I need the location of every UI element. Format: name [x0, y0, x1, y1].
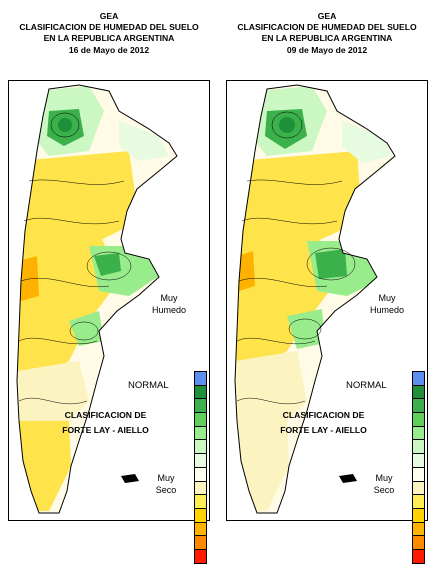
legend-label-muy: Muy — [160, 293, 178, 303]
panel-title: GEA CLASIFICACION DE HUMEDAD DEL SUELO E… — [218, 11, 436, 56]
legend-label-muy: Muy — [378, 293, 396, 303]
legend-swatch-very-dry — [412, 548, 425, 564]
legend-swatch — [412, 494, 425, 509]
legend-label-very-dry: Muy Seco — [366, 472, 402, 496]
title-region: EN LA REPUBLICA ARGENTINA — [43, 33, 175, 44]
legend-label-very-wet: Muy Humedo — [368, 292, 406, 316]
legend-swatch — [412, 521, 425, 537]
legend-label-muy: Muy — [157, 473, 175, 483]
legend-swatch — [194, 507, 207, 523]
legend-swatch — [412, 507, 425, 523]
classification-label: CLASIFICACION DE FORTE LAY - AIELLO — [48, 408, 163, 438]
classification-line-2: FORTE LAY - AIELLO — [62, 425, 149, 435]
legend-label-normal: NORMAL — [346, 380, 387, 391]
legend-swatch — [194, 453, 207, 468]
legend-swatch-very-dry — [194, 548, 207, 564]
legend-swatch — [194, 412, 207, 427]
legend-swatch — [194, 439, 207, 455]
title-date: 09 de Mayo de 2012 — [286, 44, 368, 55]
legend-swatch — [412, 398, 425, 414]
legend-label-seco: Seco — [373, 485, 395, 495]
legend-swatch — [412, 535, 425, 550]
moisture-legend — [194, 371, 208, 564]
legend-swatch — [194, 494, 207, 509]
moisture-legend — [412, 371, 426, 564]
legend-swatch — [194, 521, 207, 537]
legend-swatch — [194, 384, 207, 400]
map-panel-may-09: GEA CLASIFICACION DE HUMEDAD DEL SUELO E… — [218, 0, 436, 564]
legend-swatch — [194, 535, 207, 550]
legend-swatch — [412, 425, 425, 441]
legend-swatch-very-wet — [412, 371, 425, 386]
title-main: CLASIFICACION DE HUMEDAD DEL SUELO — [19, 22, 199, 33]
panel-title: GEA CLASIFICACION DE HUMEDAD DEL SUELO E… — [0, 11, 218, 56]
legend-label-very-wet: Muy Humedo — [150, 292, 188, 316]
classification-line-1: CLASIFICACION DE — [282, 410, 365, 420]
legend-swatch — [412, 480, 425, 496]
legend-swatch — [412, 384, 425, 400]
legend-swatch-very-wet — [194, 371, 207, 386]
map-panel-may-16: GEA CLASIFICACION DE HUMEDAD DEL SUELO E… — [0, 0, 218, 564]
classification-line-1: CLASIFICACION DE — [64, 410, 147, 420]
legend-swatch — [194, 480, 207, 496]
map-frame — [226, 80, 428, 564]
legend-swatch-normal — [412, 466, 425, 482]
legend-swatch — [194, 425, 207, 441]
legend-swatch-normal — [194, 466, 207, 482]
legend-label-seco: Seco — [155, 485, 177, 495]
legend-label-muy: Muy — [375, 473, 393, 483]
legend-label-normal: NORMAL — [128, 380, 169, 391]
legend-swatch — [412, 453, 425, 468]
legend-label-very-dry: Muy Seco — [148, 472, 184, 496]
classification-line-2: FORTE LAY - AIELLO — [280, 425, 367, 435]
legend-swatch — [412, 439, 425, 455]
argentina-moisture-map — [234, 84, 396, 514]
classification-label: CLASIFICACION DE FORTE LAY - AIELLO — [266, 408, 381, 438]
title-main: CLASIFICACION DE HUMEDAD DEL SUELO — [237, 22, 417, 33]
legend-label-humedo: Humedo — [151, 305, 187, 315]
legend-swatch — [194, 398, 207, 414]
legend-label-humedo: Humedo — [369, 305, 405, 315]
title-org: GEA — [317, 11, 337, 21]
argentina-moisture-map — [16, 84, 178, 514]
title-region: EN LA REPUBLICA ARGENTINA — [261, 33, 393, 44]
map-frame — [8, 80, 210, 564]
legend-swatch — [412, 412, 425, 427]
title-org: GEA — [99, 11, 119, 21]
title-date: 16 de Mayo de 2012 — [68, 44, 150, 55]
